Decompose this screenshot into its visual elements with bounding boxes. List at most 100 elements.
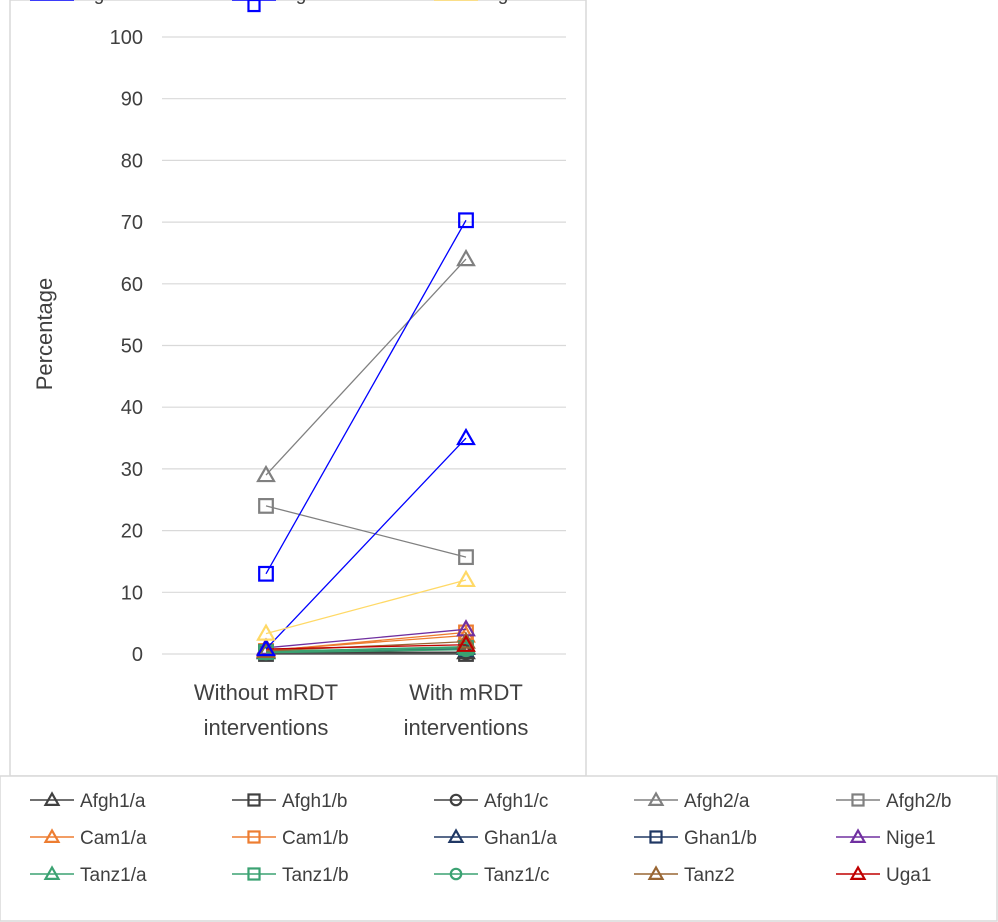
legend-item: Uga3 xyxy=(434,0,529,5)
square-marker xyxy=(247,830,261,844)
legend-label: Uga3 xyxy=(484,0,529,5)
y-tick-label: 10 xyxy=(121,582,143,604)
triangle-marker xyxy=(256,638,276,657)
square-marker xyxy=(247,0,261,13)
triangle-marker xyxy=(647,791,665,806)
series-line xyxy=(265,645,467,653)
legend-label: Uga1 xyxy=(886,865,931,886)
y-tick-label: 50 xyxy=(121,336,143,358)
y-tick-label: 80 xyxy=(121,150,143,172)
legend-label: Uga2/a xyxy=(80,0,142,5)
triangle-marker xyxy=(849,828,867,843)
legend-item: Afgh1/c xyxy=(434,791,548,812)
legend: Afgh1/a Afgh1/b Afgh1/c Afgh2/a Afgh2/b Cam1/… xyxy=(30,0,952,886)
legend-label: Afgh1/c xyxy=(484,791,548,812)
triangle-marker xyxy=(849,865,867,880)
triangle-marker xyxy=(647,865,665,880)
y-tick-label: 40 xyxy=(121,397,143,419)
y-tick-label: 70 xyxy=(121,212,143,234)
triangle-marker xyxy=(43,865,61,880)
triangle-marker xyxy=(456,631,476,649)
triangle-marker xyxy=(456,427,476,446)
square-marker xyxy=(458,549,474,566)
series-line xyxy=(265,258,467,476)
legend-label: Tanz1/a xyxy=(80,865,147,886)
legend-label: Tanz1/c xyxy=(484,865,549,886)
legend-item: Afgh1/a xyxy=(30,791,146,812)
triangle-marker xyxy=(43,828,61,843)
series-line xyxy=(265,579,467,635)
triangle-marker xyxy=(456,248,476,267)
triangle-marker xyxy=(43,791,61,806)
series-afgh2-a xyxy=(256,248,476,483)
square-marker xyxy=(258,498,274,514)
series-line xyxy=(265,644,467,650)
legend-label: Nige1 xyxy=(886,828,936,849)
series-uga3 xyxy=(256,569,476,641)
triangle-marker xyxy=(447,828,465,843)
legend-item: Nige1 xyxy=(836,828,936,849)
legend-label: Cam1/b xyxy=(282,828,349,849)
legend-label: Tanz2 xyxy=(684,865,735,886)
square-marker xyxy=(851,793,865,807)
series-lines xyxy=(256,212,476,662)
x-axis-categories: Without mRDT interventions With mRDT interv… xyxy=(194,680,529,740)
square-marker xyxy=(649,830,663,844)
legend-label: Ghan1/a xyxy=(484,828,557,849)
y-axis-title: Percentage xyxy=(32,278,57,391)
y-axis-ticks: 0 10 20 30 40 50 60 70 80 90 100 xyxy=(110,27,143,666)
legend-frame xyxy=(0,775,998,922)
legend-item: Afgh2/b xyxy=(836,791,952,812)
series-line xyxy=(265,437,467,650)
chart-area-frame xyxy=(9,0,587,777)
legend-item: Uga1 xyxy=(836,865,931,886)
legend-item: Tanz1/b xyxy=(232,865,349,886)
legend-item: Uga2/a xyxy=(30,0,142,5)
series-line xyxy=(265,649,467,654)
legend-label: Tanz1/b xyxy=(282,865,349,886)
square-marker xyxy=(458,212,474,229)
y-tick-label: 90 xyxy=(121,89,143,111)
y-tick-label: 20 xyxy=(121,521,143,543)
series-uga2-b xyxy=(258,212,474,582)
legend-item: Afgh1/b xyxy=(232,791,348,812)
series-line xyxy=(265,647,467,653)
legend-label: Afgh1/a xyxy=(80,791,146,812)
triangle-marker xyxy=(256,623,276,641)
circle-marker xyxy=(449,867,463,881)
legend-item: Tanz1/a xyxy=(30,865,147,886)
legend-item: Uga2/b xyxy=(232,0,343,13)
legend-label: Uga2/b xyxy=(282,0,343,5)
legend-item: Ghan1/b xyxy=(634,828,757,849)
x-category-label: interventions xyxy=(404,715,529,740)
legend-label: Ghan1/b xyxy=(684,828,757,849)
y-tick-label: 0 xyxy=(132,644,143,666)
square-marker xyxy=(258,565,274,582)
y-tick-label: 30 xyxy=(121,459,143,481)
square-marker xyxy=(247,793,261,807)
square-marker xyxy=(247,867,261,881)
legend-label: Cam1/a xyxy=(80,828,147,849)
series-line xyxy=(265,219,467,575)
y-tick-label: 100 xyxy=(110,27,143,49)
legend-label: Afgh1/b xyxy=(282,791,348,812)
legend-item: Tanz2 xyxy=(634,865,735,886)
legend-label: Afgh2/b xyxy=(886,791,952,812)
legend-item: Tanz1/c xyxy=(434,865,549,886)
circle-marker xyxy=(449,793,463,807)
legend-item: Ghan1/a xyxy=(434,828,557,849)
series-line xyxy=(265,628,467,649)
series-uga2-a xyxy=(256,427,476,657)
x-category-label: interventions xyxy=(204,715,329,740)
legend-label: Afgh2/a xyxy=(684,791,750,812)
x-category-label: With mRDT xyxy=(409,680,523,705)
triangle-marker xyxy=(256,464,276,483)
legend-item: Afgh2/a xyxy=(634,791,750,812)
x-category-label: Without mRDT xyxy=(194,680,338,705)
triangle-marker xyxy=(456,634,476,652)
legend-item: Cam1/b xyxy=(232,828,349,849)
legend-item: Cam1/a xyxy=(30,828,147,849)
triangle-marker xyxy=(456,569,476,588)
y-tick-label: 60 xyxy=(121,274,143,296)
